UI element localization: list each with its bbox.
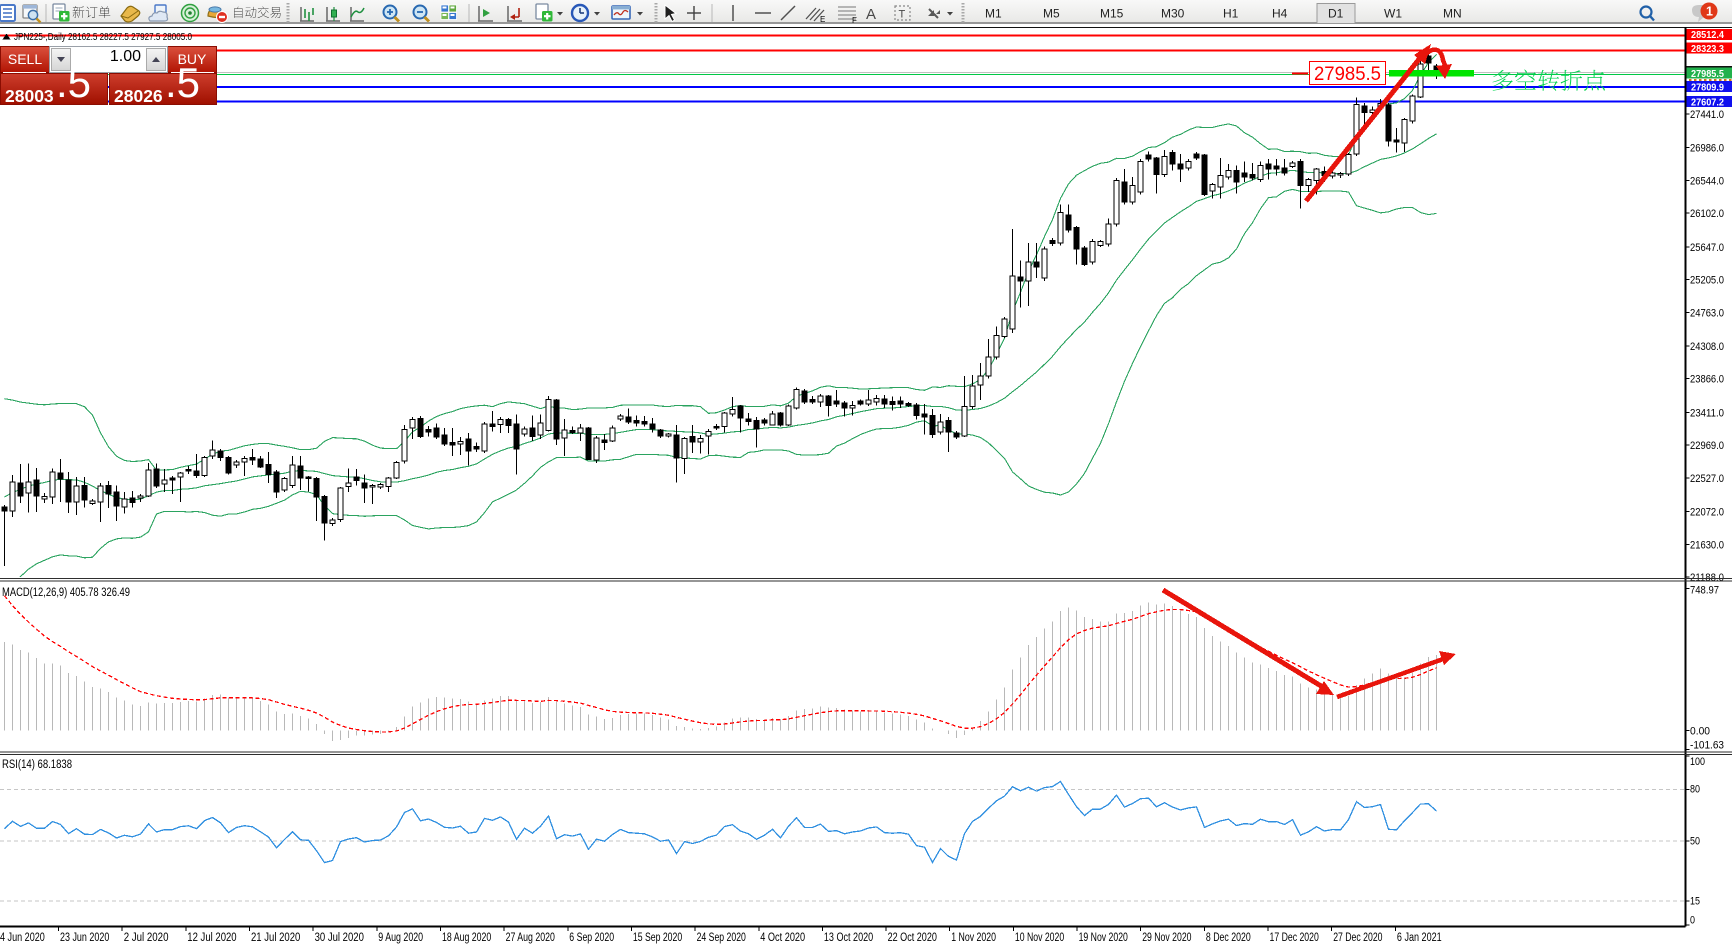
svg-text:E: E: [820, 15, 825, 24]
svg-text:JPN225-,Daily 28162.5 28227.5: JPN225-,Daily 28162.5 28227.5 27927.5 28…: [14, 31, 192, 43]
svg-text:2 Jul 2020: 2 Jul 2020: [124, 932, 169, 944]
svg-text:6 Jan 2021: 6 Jan 2021: [1397, 932, 1442, 944]
svg-text:9 Aug 2020: 9 Aug 2020: [378, 932, 423, 944]
svg-text:10 Nov 2020: 10 Nov 2020: [1015, 932, 1064, 944]
svg-text:24308.0: 24308.0: [1690, 341, 1724, 353]
svg-text:M30: M30: [1161, 7, 1185, 21]
svg-text:23411.0: 23411.0: [1690, 407, 1724, 419]
svg-text:17 Dec 2020: 17 Dec 2020: [1270, 932, 1319, 944]
svg-text:4 Jun 2020: 4 Jun 2020: [0, 932, 45, 944]
svg-text:A: A: [866, 6, 876, 23]
svg-text:28512.4: 28512.4: [1691, 29, 1724, 41]
svg-text:RSI(14) 68.1838: RSI(14) 68.1838: [2, 759, 72, 771]
svg-text:MN: MN: [1443, 7, 1462, 21]
svg-text:8 Dec 2020: 8 Dec 2020: [1206, 932, 1251, 944]
svg-text:M1: M1: [985, 7, 1002, 21]
svg-text:23 Jun 2020: 23 Jun 2020: [60, 932, 109, 944]
svg-text:25205.0: 25205.0: [1690, 275, 1724, 287]
svg-text:27985.5: 27985.5: [1314, 63, 1381, 85]
svg-text:26544.0: 26544.0: [1690, 175, 1724, 187]
svg-text:100: 100: [1690, 756, 1705, 768]
svg-text:19 Nov 2020: 19 Nov 2020: [1079, 932, 1128, 944]
svg-text:M15: M15: [1100, 7, 1124, 21]
svg-text:29 Nov 2020: 29 Nov 2020: [1142, 932, 1191, 944]
svg-text:15: 15: [1690, 896, 1700, 908]
svg-text:21 Jul 2020: 21 Jul 2020: [251, 932, 300, 944]
svg-text:1 Nov 2020: 1 Nov 2020: [951, 932, 996, 944]
svg-text:80: 80: [1690, 784, 1700, 796]
svg-text:748.97: 748.97: [1690, 584, 1719, 596]
svg-text:21630.0: 21630.0: [1690, 539, 1724, 551]
svg-text:26102.0: 26102.0: [1690, 208, 1724, 220]
svg-text:T: T: [899, 9, 906, 21]
svg-text:22969.0: 22969.0: [1690, 440, 1724, 452]
svg-text:26986.0: 26986.0: [1690, 143, 1724, 155]
svg-text:F: F: [852, 16, 857, 25]
svg-text:28323.3: 28323.3: [1691, 43, 1724, 55]
svg-text:27441.0: 27441.0: [1690, 109, 1724, 121]
svg-text:27 Dec 2020: 27 Dec 2020: [1333, 932, 1382, 944]
svg-text:24763.0: 24763.0: [1690, 307, 1724, 319]
svg-text:24 Sep 2020: 24 Sep 2020: [697, 932, 746, 944]
svg-text:0: 0: [1690, 915, 1695, 927]
svg-text:18 Aug 2020: 18 Aug 2020: [442, 932, 491, 944]
svg-text:12 Jul 2020: 12 Jul 2020: [187, 932, 236, 944]
svg-text:15 Sep 2020: 15 Sep 2020: [633, 932, 682, 944]
svg-text:25647.0: 25647.0: [1690, 242, 1724, 254]
svg-text:W1: W1: [1384, 7, 1402, 21]
svg-text:4 Oct 2020: 4 Oct 2020: [760, 932, 805, 944]
svg-text:27809.9: 27809.9: [1691, 81, 1724, 93]
svg-text:1: 1: [1706, 5, 1713, 19]
svg-text:H1: H1: [1223, 7, 1239, 21]
svg-text:22 Oct 2020: 22 Oct 2020: [888, 932, 937, 944]
svg-text:13 Oct 2020: 13 Oct 2020: [824, 932, 873, 944]
svg-text:27607.2: 27607.2: [1691, 96, 1724, 108]
svg-text:22527.0: 22527.0: [1690, 473, 1724, 485]
svg-text:27 Aug 2020: 27 Aug 2020: [506, 932, 555, 944]
svg-text:-101.63: -101.63: [1690, 740, 1724, 752]
svg-text:27985.5: 27985.5: [1691, 68, 1724, 80]
svg-text:6 Sep 2020: 6 Sep 2020: [569, 932, 614, 944]
svg-text:30 Jul 2020: 30 Jul 2020: [315, 932, 364, 944]
svg-text:H4: H4: [1272, 7, 1288, 21]
svg-text:50: 50: [1690, 835, 1700, 847]
svg-text:22072.0: 22072.0: [1690, 507, 1724, 519]
svg-text:0.00: 0.00: [1690, 725, 1710, 737]
svg-text:D1: D1: [1328, 7, 1344, 21]
svg-text:MACD(12,26,9) 405.78 326.49: MACD(12,26,9) 405.78 326.49: [2, 587, 130, 599]
svg-text:23866.0: 23866.0: [1690, 374, 1724, 386]
svg-text:M5: M5: [1043, 7, 1060, 21]
